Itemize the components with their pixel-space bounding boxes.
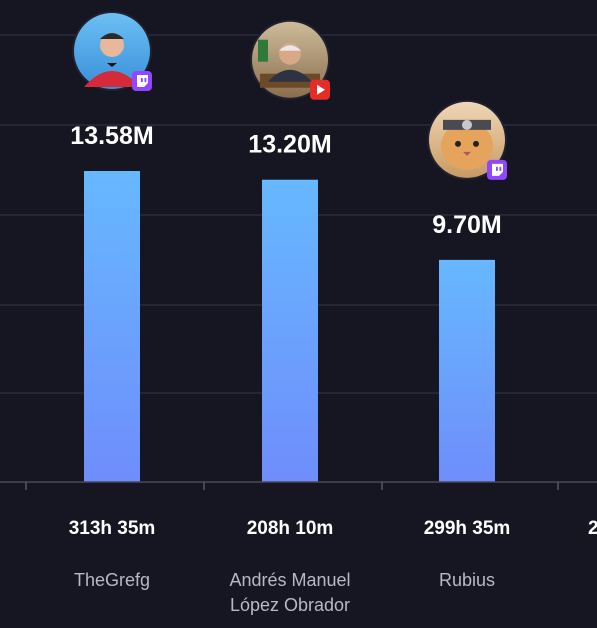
category-label-1-0: Andrés Manuel [229,570,350,590]
value-label-1: 13.20M [248,131,331,159]
cat-headband-avatar-icon[interactable] [427,99,507,180]
hours-label-1: 208h 10m [247,518,334,539]
category-label-2-0: Rubius [439,570,495,590]
value-label-0: 13.58M [70,122,153,150]
bars [84,171,495,482]
avatars [72,11,507,180]
x-axis [0,481,597,490]
bar-1[interactable] [262,179,318,482]
red-suit-streamer-avatar-icon[interactable] [72,11,152,92]
value-label-2: 9.70M [432,211,501,239]
category-label-0-0: TheGrefg [74,570,150,590]
bar-2[interactable] [439,259,495,482]
bar-0[interactable] [84,171,140,482]
cut-off-hours-label: 2 [588,518,597,539]
twitch-icon [487,159,507,180]
twitch-icon [132,71,152,92]
hours-label-2: 299h 35m [424,518,511,539]
politician-at-desk-avatar-icon[interactable] [250,19,330,100]
category-label-1-1: López Obrador [230,595,350,615]
labels: 13.58M 313h 35m TheGrefg 13.20M 208h 10m Andr… [69,122,597,615]
hours-label-0: 313h 35m [69,518,156,539]
youtube-icon [310,79,330,100]
